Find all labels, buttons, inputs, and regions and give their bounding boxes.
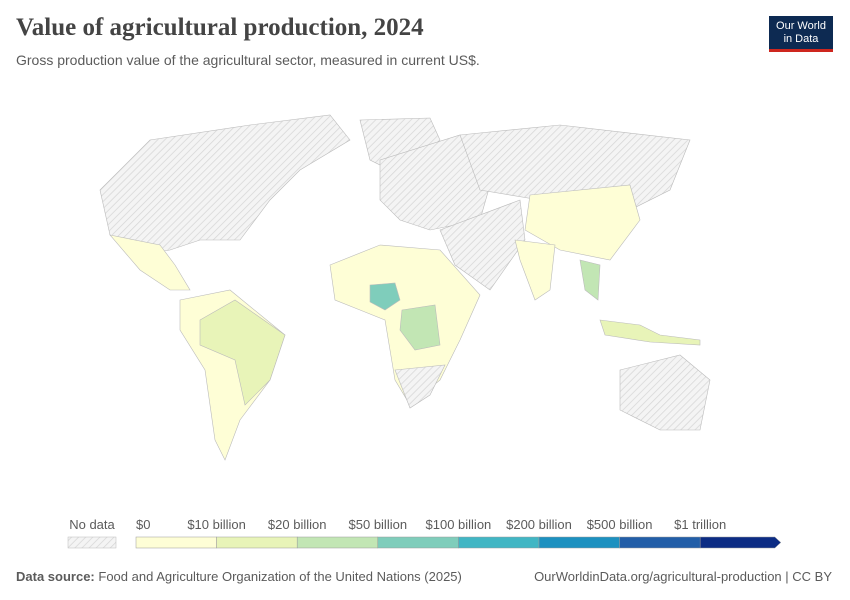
legend-label: $200 billion: [506, 517, 572, 532]
legend-label: $100 billion: [426, 517, 492, 532]
legend-label: $1 trillion: [674, 517, 726, 532]
china[interactable]: [524, 184, 641, 261]
legend-label: $10 billion: [187, 517, 246, 532]
footer-source: Data source: Food and Agriculture Organi…: [16, 569, 462, 584]
logo[interactable]: Our World in Data: [769, 16, 833, 52]
source-text: Food and Agriculture Organization of the…: [98, 569, 462, 584]
source-label: Data source:: [16, 569, 95, 584]
north-america[interactable]: [99, 114, 351, 256]
footer-url[interactable]: OurWorldinData.org/agricultural-producti…: [534, 569, 832, 584]
middle-east[interactable]: [439, 199, 526, 291]
legend-swatch: [619, 536, 701, 549]
legend-swatch: [538, 536, 620, 549]
legend: No data $0 $10 billion $20 billion $50 bill…: [67, 517, 782, 549]
legend-label: $500 billion: [587, 517, 653, 532]
legend-label: $50 billion: [349, 517, 408, 532]
brazil[interactable]: [199, 299, 286, 406]
legend-swatch: [699, 536, 782, 549]
legend-swatch: [296, 536, 379, 549]
dr-congo[interactable]: [399, 304, 441, 351]
countries: [99, 114, 711, 461]
legend-swatch: [135, 536, 217, 549]
logo-line: in Data: [783, 33, 819, 45]
indonesia[interactable]: [599, 319, 701, 346]
legend-label: $20 billion: [268, 517, 327, 532]
legend-swatch: [216, 536, 298, 549]
thailand[interactable]: [579, 259, 601, 301]
southern-africa[interactable]: [394, 364, 446, 409]
legend-swatch: [377, 536, 459, 549]
australia[interactable]: [619, 354, 711, 431]
title: Value of agricultural production, 2024: [16, 14, 424, 41]
legend-no-data-label: No data: [69, 517, 115, 532]
subtitle: Gross production value of the agricultur…: [16, 52, 480, 68]
legend-swatch: [458, 536, 540, 549]
mexico[interactable]: [109, 234, 191, 291]
legend-no-data-swatch: [67, 536, 117, 549]
nigeria[interactable]: [369, 282, 401, 311]
india[interactable]: [514, 239, 556, 301]
russia-asia[interactable]: [459, 124, 691, 211]
legend-label: $0: [136, 517, 150, 532]
logo-line: Our World: [776, 20, 826, 32]
